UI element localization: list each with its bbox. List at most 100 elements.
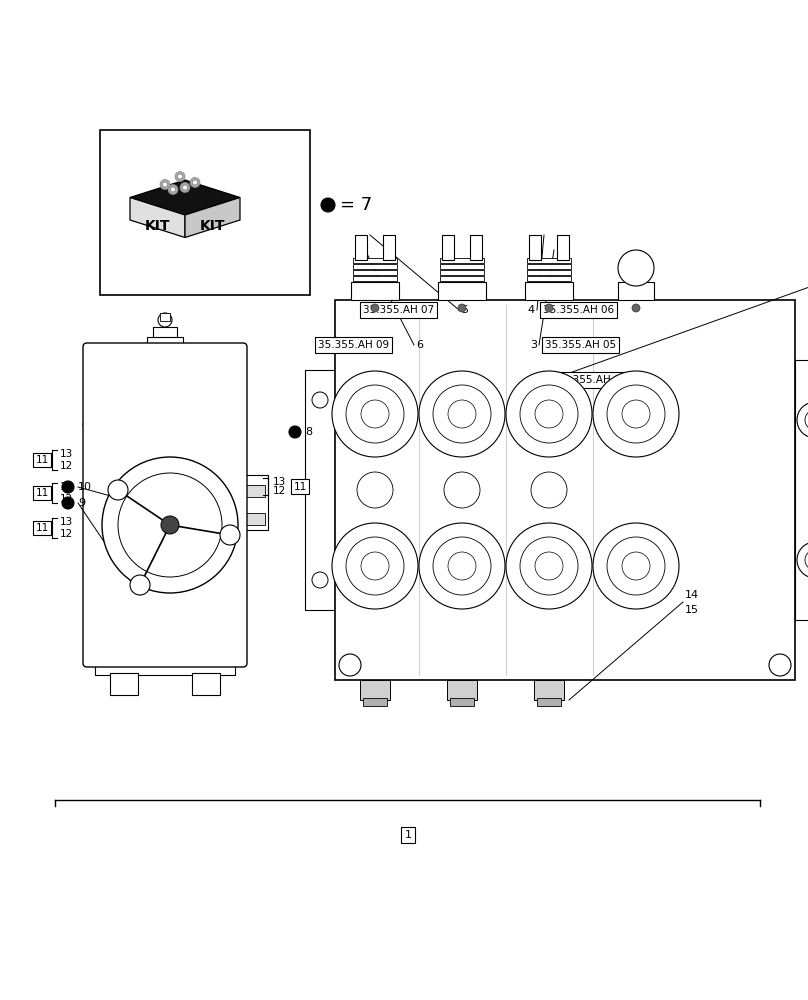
Text: 35.355.AH 05: 35.355.AH 05 xyxy=(545,340,617,350)
Bar xyxy=(440,276,484,281)
Text: 11: 11 xyxy=(293,482,306,491)
Bar xyxy=(440,270,484,275)
Bar xyxy=(557,235,569,260)
Bar xyxy=(151,356,179,361)
Circle shape xyxy=(160,180,170,190)
Circle shape xyxy=(419,523,505,609)
Circle shape xyxy=(332,523,418,609)
Circle shape xyxy=(161,516,179,534)
Text: 10: 10 xyxy=(78,482,92,492)
Text: 13: 13 xyxy=(60,449,74,459)
Bar xyxy=(151,350,179,355)
Bar xyxy=(151,368,179,373)
Circle shape xyxy=(371,304,379,312)
Text: 14: 14 xyxy=(685,590,699,600)
Circle shape xyxy=(170,187,175,192)
Circle shape xyxy=(118,473,222,577)
Bar xyxy=(100,130,310,295)
Bar xyxy=(525,282,573,300)
Bar xyxy=(447,680,477,700)
Bar xyxy=(383,235,395,260)
Text: 12: 12 xyxy=(60,494,74,504)
Circle shape xyxy=(506,523,592,609)
Circle shape xyxy=(607,385,665,443)
Circle shape xyxy=(769,654,791,676)
Circle shape xyxy=(361,400,389,428)
Circle shape xyxy=(346,385,404,443)
Bar xyxy=(450,698,474,706)
Bar xyxy=(527,264,571,269)
Text: 35.355.AH 07: 35.355.AH 07 xyxy=(363,305,434,315)
Circle shape xyxy=(520,537,578,595)
Circle shape xyxy=(535,552,563,580)
Circle shape xyxy=(357,472,393,508)
Bar xyxy=(147,337,183,349)
Circle shape xyxy=(102,457,238,593)
Circle shape xyxy=(433,385,491,443)
Circle shape xyxy=(448,400,476,428)
Text: 12: 12 xyxy=(273,486,286,496)
Circle shape xyxy=(520,385,578,443)
Circle shape xyxy=(448,552,476,580)
Circle shape xyxy=(158,313,172,327)
Text: 8: 8 xyxy=(305,427,312,437)
Polygon shape xyxy=(130,180,240,215)
Text: 9: 9 xyxy=(78,498,85,508)
Bar xyxy=(353,270,397,275)
Bar xyxy=(795,360,808,620)
Bar xyxy=(360,680,390,700)
Circle shape xyxy=(192,180,197,185)
Text: 12: 12 xyxy=(60,461,74,471)
Circle shape xyxy=(433,537,491,595)
Circle shape xyxy=(183,185,187,190)
Circle shape xyxy=(593,523,679,609)
Circle shape xyxy=(62,481,74,493)
Text: 6: 6 xyxy=(416,340,423,350)
Bar xyxy=(470,235,482,260)
Circle shape xyxy=(622,552,650,580)
Text: 12: 12 xyxy=(60,529,74,539)
Circle shape xyxy=(339,654,361,676)
Text: 11: 11 xyxy=(36,523,48,533)
Circle shape xyxy=(175,172,185,182)
Bar xyxy=(440,264,484,269)
Text: KIT: KIT xyxy=(145,220,170,233)
Text: 35.355.AH 06: 35.355.AH 06 xyxy=(543,305,614,315)
Text: 35.355.AH 09: 35.355.AH 09 xyxy=(318,340,389,350)
Circle shape xyxy=(321,198,335,212)
Circle shape xyxy=(312,572,328,588)
Bar xyxy=(305,370,335,610)
Circle shape xyxy=(220,525,240,545)
Circle shape xyxy=(805,550,808,570)
Circle shape xyxy=(180,182,190,192)
Text: 11: 11 xyxy=(36,455,48,465)
Text: 4: 4 xyxy=(528,305,535,315)
Bar xyxy=(335,300,795,680)
Bar xyxy=(438,282,486,300)
Bar xyxy=(618,282,654,300)
Bar xyxy=(527,258,571,263)
Bar xyxy=(355,235,367,260)
Bar xyxy=(120,365,210,415)
Circle shape xyxy=(190,178,200,188)
Circle shape xyxy=(108,480,128,500)
Polygon shape xyxy=(185,198,240,237)
Circle shape xyxy=(289,426,301,438)
Bar xyxy=(353,258,397,263)
Circle shape xyxy=(458,304,466,312)
Bar xyxy=(243,475,268,530)
Circle shape xyxy=(506,371,592,457)
FancyBboxPatch shape xyxy=(83,343,247,667)
Circle shape xyxy=(632,304,640,312)
Bar xyxy=(353,264,397,269)
Text: 13: 13 xyxy=(60,517,74,527)
Circle shape xyxy=(178,174,183,179)
Bar xyxy=(243,513,265,525)
Circle shape xyxy=(332,371,418,457)
Bar xyxy=(95,645,235,675)
Circle shape xyxy=(805,410,808,430)
Bar xyxy=(537,698,561,706)
Text: 5: 5 xyxy=(461,305,468,315)
Circle shape xyxy=(797,402,808,438)
Circle shape xyxy=(130,575,150,595)
